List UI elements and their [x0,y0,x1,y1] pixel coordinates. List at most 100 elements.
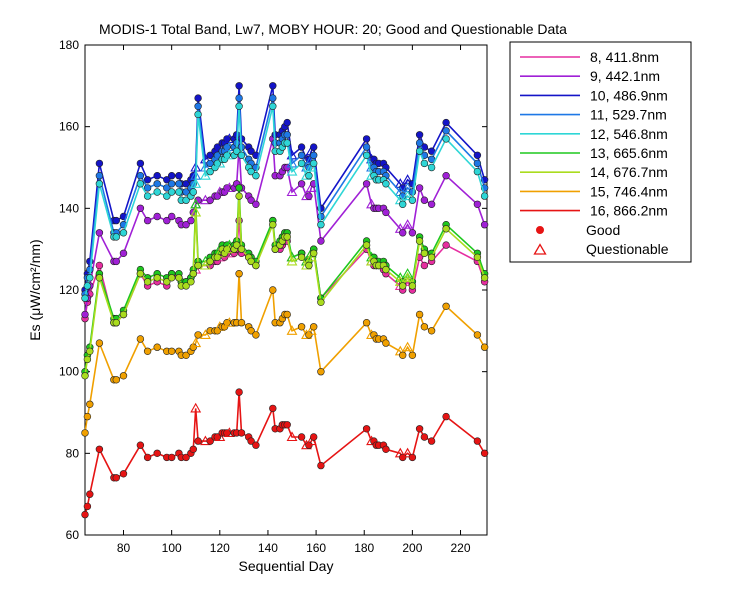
legend-item: 13, 665.6nm [520,145,668,161]
good-point [247,196,255,204]
good-point [310,249,318,258]
good-point [136,335,145,343]
good-point [442,118,450,127]
good-point [143,216,152,225]
good-point [297,159,306,168]
good-point [112,474,121,482]
good-point [235,192,243,200]
x-tick-label: 140 [258,541,278,555]
legend-label: 16, 866.2nm [590,203,668,219]
good-point [408,282,417,290]
good-point [362,319,371,327]
good-point [153,172,161,180]
series-layer [81,82,489,519]
good-point [235,388,243,396]
good-point [237,151,246,160]
good-point [382,445,390,453]
good-point [95,339,104,347]
chart-title: MODIS-1 Total Band, Lw7, MOBY HOUR: 20; … [99,21,567,37]
good-point [269,221,277,229]
good-point [420,323,429,331]
questionable-point [402,341,414,352]
good-point [310,323,318,331]
good-point [283,163,291,172]
good-point [473,331,482,339]
good-point [271,245,279,253]
good-point [194,261,202,270]
y-tick-label: 60 [66,528,80,542]
good-point [233,241,241,249]
good-point [81,294,89,302]
questionable-point [199,259,211,270]
good-point [310,143,318,151]
good-point [247,327,255,335]
good-point [362,180,371,188]
good-point [317,298,325,306]
good-point [269,286,277,294]
good-point [86,400,94,408]
good-point [182,196,190,204]
good-point [269,102,277,111]
good-point [297,151,306,160]
good-point [427,253,436,261]
questionable-point [286,325,298,335]
good-point [237,319,246,327]
questionable-point [286,255,298,266]
good-point [235,270,243,278]
good-point [119,310,128,319]
good-point [95,159,104,168]
good-point [233,147,241,155]
good-point [427,437,436,445]
good-point [297,253,306,261]
series-16-866-2nm [81,388,489,519]
good-point [442,302,450,310]
good-point [136,180,145,188]
good-point [420,249,429,258]
good-point [189,445,198,453]
good-point [86,274,94,282]
good-point [317,237,325,245]
legend-item: 16, 866.2nm [520,203,668,219]
good-point [442,241,450,249]
good-point [473,151,482,160]
good-point [182,453,190,462]
good-point [427,163,436,172]
good-point [83,282,92,290]
legend-item: 11, 529.7nm [520,107,667,123]
good-point [252,261,260,270]
good-point [283,421,291,429]
good-point [237,245,246,253]
good-point [112,216,121,225]
good-point [163,278,171,286]
good-point [136,441,145,449]
good-point [252,200,260,209]
good-point [112,319,121,327]
good-point [153,180,161,188]
questionable-point [402,447,414,458]
good-point [168,172,176,180]
questionable-point [402,219,414,229]
legend-box [509,41,692,263]
good-point [81,372,89,380]
good-point [442,127,450,135]
questionable-point [286,165,298,176]
good-point [427,200,436,209]
good-point [415,237,424,245]
good-point [283,131,291,139]
good-point [175,180,183,188]
questionable-point [402,272,414,282]
good-point [442,135,450,143]
good-point [399,351,407,359]
good-point [362,425,371,433]
good-point [189,343,198,351]
good-point [283,118,291,127]
questionable-point [190,337,202,348]
legend-item: 14, 676.7nm [520,164,668,180]
good-point [168,274,176,282]
good-point [112,257,121,266]
good-point [252,331,260,339]
good-point [310,433,318,441]
good-point [415,139,424,147]
good-point [297,180,306,188]
